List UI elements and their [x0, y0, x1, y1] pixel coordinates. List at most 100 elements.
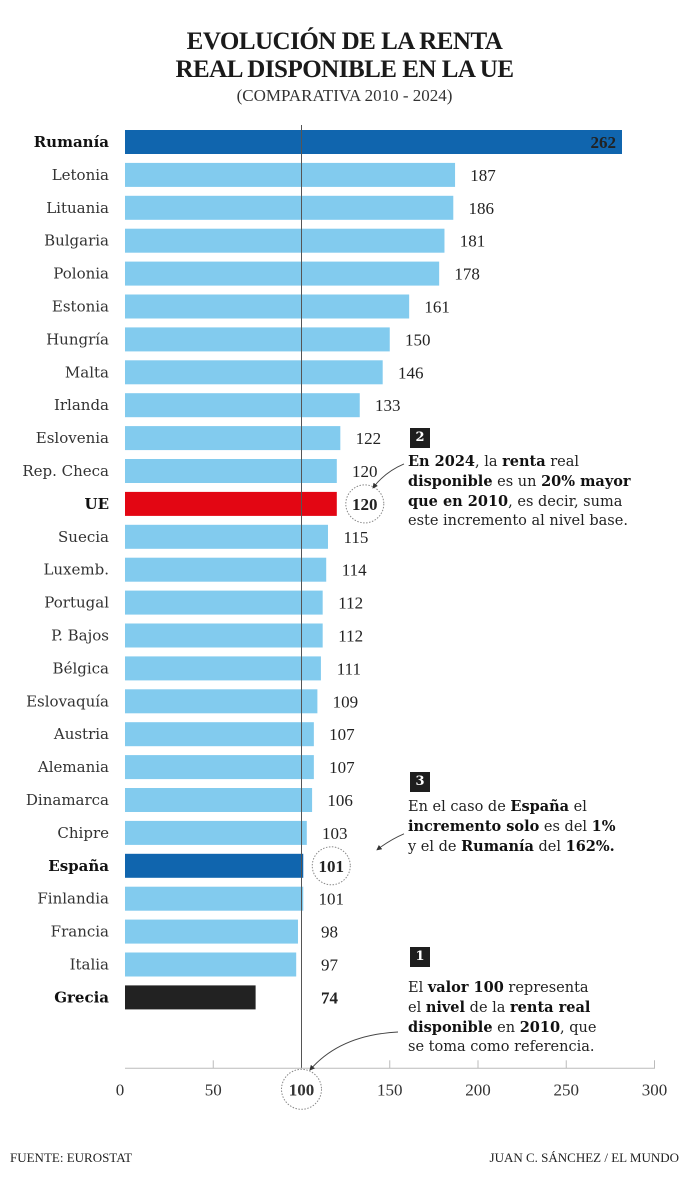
bar-luxemb- [125, 557, 327, 582]
value-label: 98 [321, 923, 338, 942]
x-tick-label: 100 [289, 1080, 315, 1099]
bar-b-lgica [125, 656, 321, 681]
value-label: 97 [321, 956, 339, 975]
category-label: Rumanía [34, 133, 110, 151]
x-tick-label: 0 [116, 1080, 125, 1099]
category-label: Eslovenia [36, 429, 109, 447]
annotation-1-badge: 1 [410, 947, 430, 967]
category-label: Alemania [37, 758, 109, 776]
bar-finlandia [125, 886, 304, 911]
value-label: 120 [352, 462, 378, 481]
bar-eslovenia [125, 426, 341, 451]
x-tick-label: 150 [377, 1080, 403, 1099]
chart-title-line1: EVOLUCIÓN DE LA RENTA [186, 28, 503, 55]
bar-chipre [125, 820, 307, 845]
chart-subtitle: (COMPARATIVA 2010 - 2024) [236, 86, 453, 105]
bar-bulgaria [125, 228, 445, 253]
value-highlight-circle [311, 846, 351, 886]
category-label: Irlanda [54, 396, 109, 414]
category-label: P. Bajos [51, 627, 109, 645]
bar-espa-a [125, 853, 304, 878]
x-tick-label: 300 [642, 1080, 668, 1099]
category-label: Eslovaquía [26, 692, 109, 710]
bar-austria [125, 722, 314, 747]
bar-dinamarca [125, 788, 313, 812]
bar-lituania [125, 195, 454, 220]
bar-francia [125, 919, 298, 944]
chart-title-line2: REAL DISPONIBLE EN LA UE [175, 56, 514, 83]
bar-estonia [125, 294, 410, 319]
value-label: 161 [424, 298, 450, 317]
category-label: Chipre [57, 824, 109, 842]
bar-letonia [125, 162, 456, 187]
category-label: Luxemb. [43, 561, 109, 579]
category-label: Finlandia [37, 890, 109, 908]
value-label: 146 [398, 363, 424, 382]
bar-hungr-a [125, 327, 390, 352]
category-label: Portugal [44, 594, 109, 612]
x-tick-label: 250 [554, 1080, 580, 1099]
category-label: Bulgaria [44, 232, 109, 250]
bar-eslovaqu-a [125, 689, 318, 714]
annotation-3-text: En el caso de España el incremento solo e… [408, 798, 616, 855]
annotation-2-badge: 2 [410, 428, 430, 448]
value-label: 111 [337, 659, 361, 678]
value-label: 106 [327, 791, 353, 810]
value-label: 101 [319, 857, 345, 876]
value-label: 112 [338, 594, 363, 613]
category-label: Bélgica [53, 659, 109, 677]
value-label: 120 [352, 495, 378, 514]
value-label: 112 [338, 627, 363, 646]
category-label: Malta [65, 363, 109, 381]
value-label: 115 [344, 528, 369, 547]
x-tick-label: 200 [465, 1080, 491, 1099]
value-label: 133 [375, 396, 401, 415]
category-label: España [48, 857, 109, 875]
category-label: Suecia [58, 528, 109, 546]
bar-malta [125, 360, 383, 385]
value-label: 187 [470, 166, 496, 185]
category-label: Letonia [52, 166, 109, 184]
bar-p-bajos [125, 623, 323, 648]
reference-value-circle [281, 1068, 322, 1110]
value-label: 122 [356, 429, 382, 448]
category-label: Italia [70, 956, 109, 974]
category-label: Austria [53, 725, 109, 743]
category-label: UE [84, 495, 109, 513]
category-label: Rep. Checa [22, 462, 109, 480]
category-label: Hungría [46, 330, 109, 348]
x-tick-label: 50 [205, 1080, 222, 1099]
value-label: 107 [329, 725, 355, 744]
category-label: Lituania [46, 199, 109, 217]
credit-label: JUAN C. SÁNCHEZ / EL MUNDO [489, 1150, 679, 1165]
value-label: 114 [342, 561, 367, 580]
value-label: 109 [333, 692, 359, 711]
value-label: 101 [319, 890, 345, 909]
annotation-1-arrow [309, 1031, 399, 1071]
value-label: 186 [469, 199, 495, 218]
annotation-1-text: El valor 100 representa el nivel de la re… [408, 979, 597, 1055]
category-label: Grecia [54, 988, 109, 1006]
annotation-3-arrow [376, 833, 405, 851]
bar-grecia [125, 985, 256, 1010]
value-label: 178 [454, 265, 480, 284]
value-label: 74 [321, 988, 339, 1007]
bar-rep-checa [125, 459, 337, 483]
value-label: 103 [322, 824, 348, 843]
value-label: 262 [591, 133, 617, 152]
category-label: Francia [51, 923, 109, 941]
value-label: 107 [329, 758, 355, 777]
category-label: Estonia [52, 298, 109, 316]
value-label: 181 [460, 232, 486, 251]
bar-ruman-a [125, 130, 622, 154]
bar-suecia [125, 524, 328, 549]
category-label: Polonia [53, 265, 109, 283]
bar-alemania [125, 755, 314, 780]
bar-polonia [125, 261, 440, 286]
bar-ue [125, 491, 337, 516]
annotation-3-badge: 3 [410, 772, 430, 792]
value-label: 150 [405, 330, 431, 349]
bar-irlanda [125, 393, 360, 418]
bar-italia [125, 952, 297, 977]
